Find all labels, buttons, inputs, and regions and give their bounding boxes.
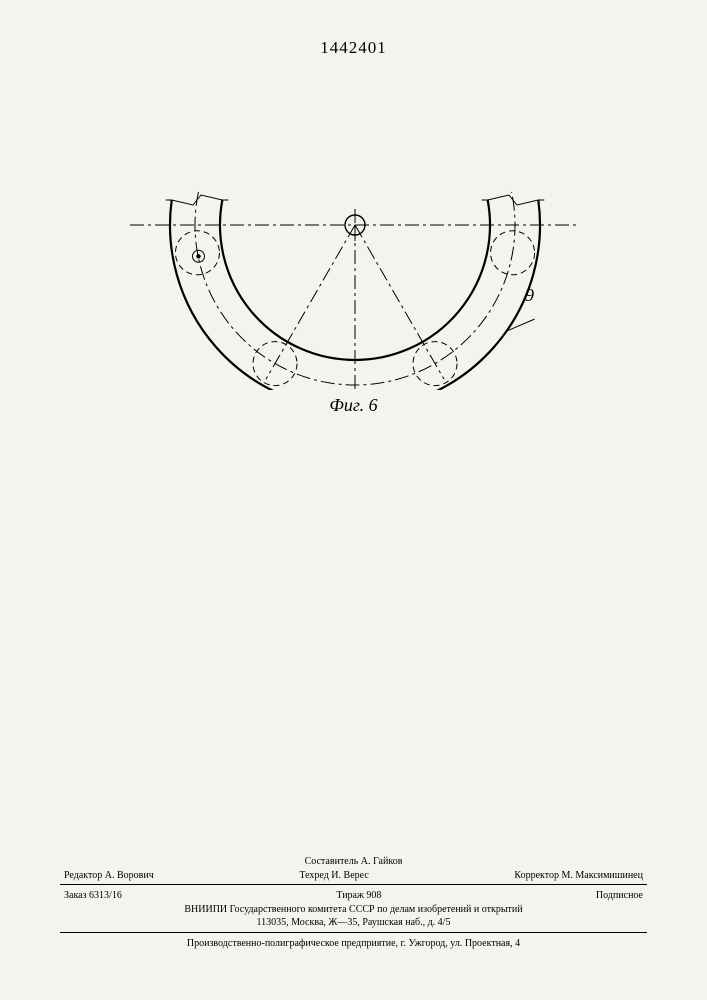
compiler-line: Составитель А. Гайков	[60, 855, 647, 869]
org-line1: ВНИИПИ Государственного комитета СССР по…	[60, 903, 647, 917]
footer-block: Составитель А. Гайков Редактор А. Ворови…	[60, 855, 647, 950]
figure-drawing	[130, 140, 580, 390]
printer-line: Производственно-полиграфическое предприя…	[60, 937, 647, 951]
print-row: Заказ 6313/16 Тираж 908 Подписное	[60, 889, 647, 903]
patent-page: 1442401 9 Фиг. 6 Составитель А. Гайков Р…	[0, 0, 707, 1000]
reference-number-9: 9	[525, 285, 534, 306]
order: Заказ 6313/16	[64, 889, 122, 903]
editor: Редактор А. Ворович	[64, 869, 154, 883]
figure-label: Фиг. 6	[0, 395, 707, 416]
divider-1	[60, 884, 647, 885]
corrector: Корректор М. Максимишинец	[514, 869, 643, 883]
divider-2	[60, 932, 647, 933]
circulation: Тираж 908	[336, 889, 381, 903]
document-number: 1442401	[0, 38, 707, 58]
credits-row: Редактор А. Ворович Техред И. Верес Корр…	[60, 869, 647, 883]
subscription: Подписное	[596, 889, 643, 903]
org-line2: 113035, Москва, Ж—35, Раушская наб., д. …	[60, 916, 647, 930]
techred: Техред И. Верес	[299, 869, 368, 883]
